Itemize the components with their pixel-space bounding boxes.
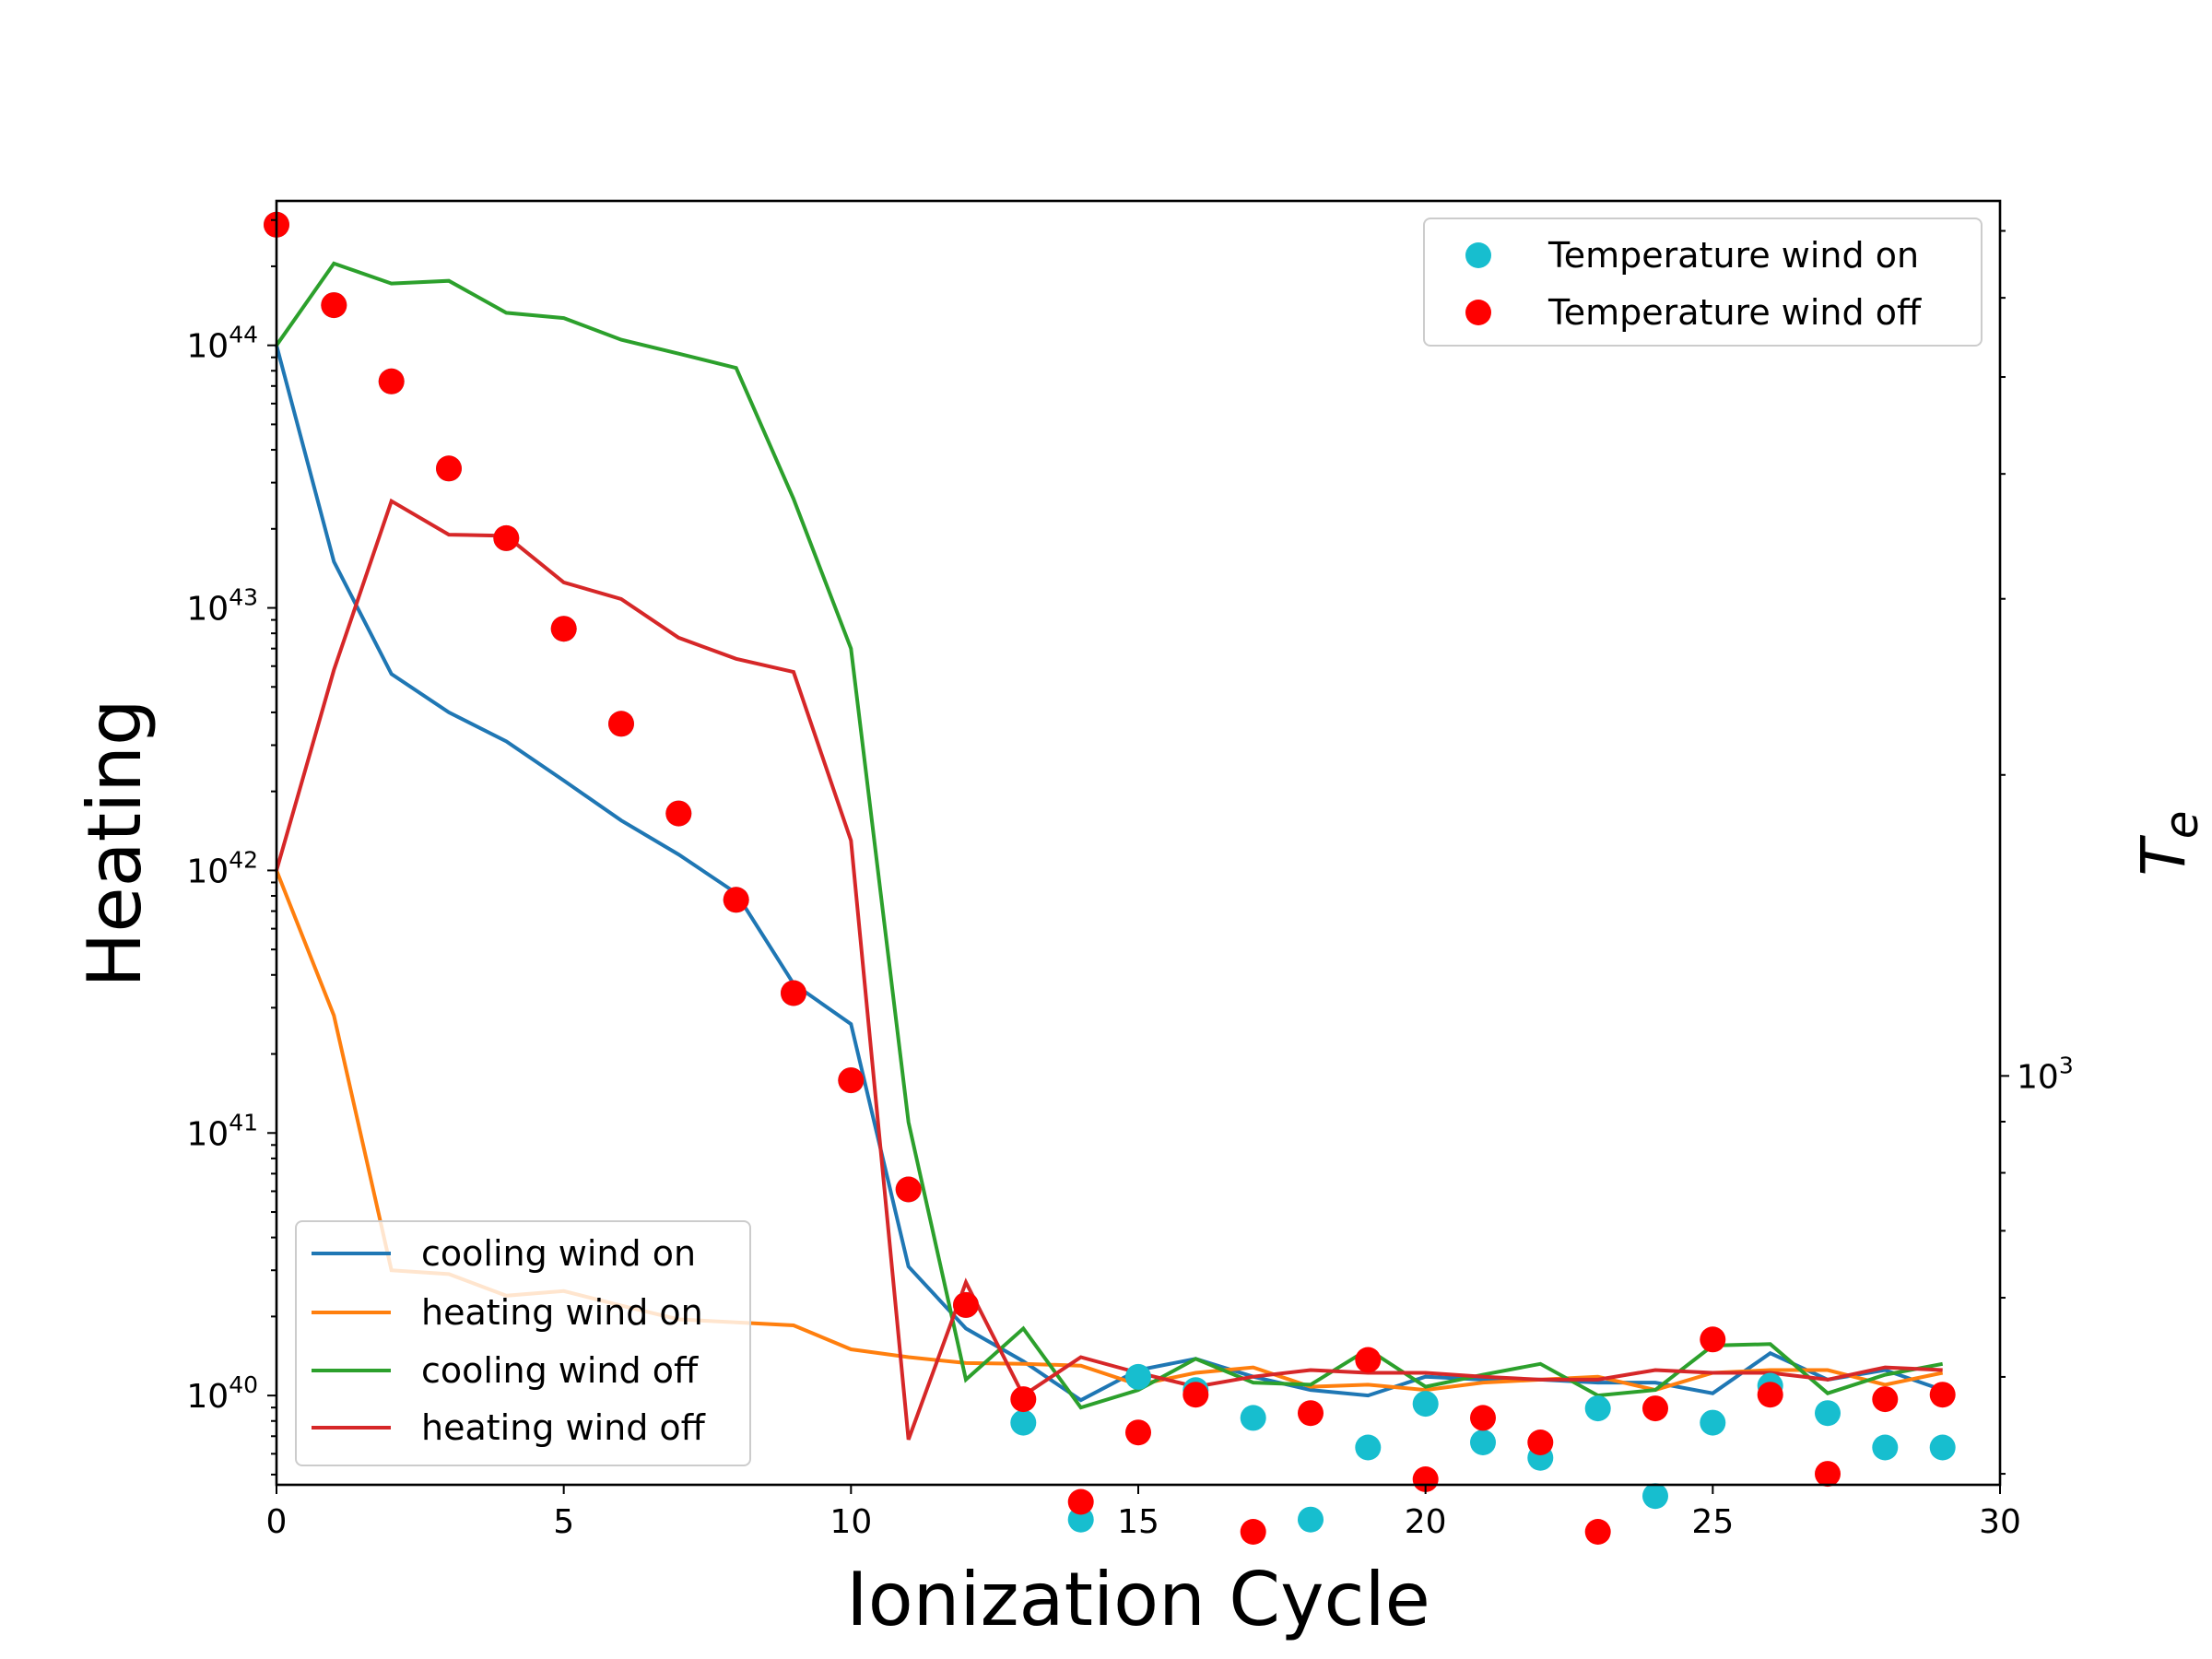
point-temperature-wind-off (1757, 1382, 1783, 1408)
legend-label-cooling-wind-off: cooling wind off (421, 1350, 699, 1391)
point-temperature-wind-off (378, 368, 405, 394)
point-temperature-wind-off (1700, 1326, 1726, 1353)
legend-marker-temperature-wind-on (1465, 242, 1491, 268)
y-tick-label: 1040 (186, 1371, 258, 1416)
point-temperature-wind-on (1125, 1363, 1151, 1390)
series-line-heating-wind-off (275, 498, 1943, 1441)
point-temperature-wind-on (1929, 1434, 1956, 1461)
point-temperature-wind-off (1182, 1382, 1209, 1408)
point-temperature-wind-on (1872, 1434, 1899, 1461)
point-temperature-wind-off (1067, 1488, 1094, 1515)
point-temperature-wind-off (1929, 1382, 1956, 1408)
x-tick-label: 15 (1117, 1503, 1159, 1541)
x-tick-label: 30 (1979, 1503, 2021, 1541)
x-tick-label: 0 (266, 1503, 288, 1541)
point-temperature-wind-on (1642, 1483, 1668, 1510)
point-temperature-wind-on (1240, 1405, 1266, 1431)
legend-marker-temperature-wind-off (1465, 300, 1491, 325)
point-temperature-wind-off (1872, 1386, 1899, 1413)
y-axis-label: Heating (72, 699, 158, 987)
point-temperature-wind-on (1010, 1409, 1037, 1436)
y-tick-label: 1041 (186, 1109, 258, 1153)
point-temperature-wind-on (1355, 1434, 1382, 1461)
point-temperature-wind-off (493, 524, 520, 551)
legend-label-cooling-wind-on: cooling wind on (421, 1233, 696, 1274)
point-temperature-wind-off (1240, 1519, 1266, 1545)
y-tick-label: 1043 (186, 584, 258, 629)
plot-points (264, 211, 1956, 1545)
point-temperature-wind-on (1584, 1395, 1611, 1422)
point-temperature-wind-off (781, 980, 806, 1006)
point-temperature-wind-off (608, 711, 634, 737)
point-temperature-wind-off (1125, 1419, 1151, 1446)
point-temperature-wind-on (1815, 1400, 1841, 1427)
y2-axis-label: Te (2128, 810, 2208, 876)
legend-label-temperature-wind-on: Temperature wind on (1547, 235, 1919, 276)
y2-tick-label: 103 (2017, 1052, 2074, 1096)
point-temperature-wind-on (1067, 1506, 1094, 1533)
legend-label-heating-wind-on: heating wind on (421, 1292, 703, 1333)
y-axis-right: 103 (2000, 229, 2074, 1476)
point-temperature-wind-on (1700, 1409, 1726, 1436)
series-line-cooling-wind-off (275, 261, 1944, 1410)
point-temperature-wind-off (436, 455, 462, 482)
y-tick-label: 1044 (186, 322, 258, 366)
point-temperature-wind-off (665, 800, 692, 827)
x-axis-label: Ionization Cycle (846, 1557, 1430, 1642)
legend-heating: cooling wind on heating wind on cooling … (295, 1220, 751, 1466)
x-tick-label: 20 (1405, 1503, 1447, 1541)
legend-temperature: Temperature wind on Temperature wind off (1423, 218, 1983, 347)
legend-label-temperature-wind-off: Temperature wind off (1547, 292, 1922, 333)
point-temperature-wind-off (1815, 1461, 1841, 1488)
point-temperature-wind-off (953, 1291, 979, 1318)
legend-label-heating-wind-off: heating wind off (421, 1407, 706, 1448)
point-temperature-wind-on (1412, 1391, 1439, 1418)
point-temperature-wind-off (838, 1067, 865, 1094)
point-temperature-wind-off (1584, 1519, 1611, 1545)
point-temperature-wind-off (321, 292, 347, 319)
point-temperature-wind-off (550, 616, 577, 642)
y-axis-left: 1040 1041 1042 1043 1044 (186, 218, 276, 1476)
point-temperature-wind-off (895, 1176, 922, 1203)
point-temperature-wind-off (723, 887, 749, 913)
x-tick-label: 5 (553, 1503, 574, 1541)
point-temperature-wind-off (1527, 1430, 1554, 1455)
point-temperature-wind-off (1355, 1347, 1382, 1373)
point-temperature-wind-off (1642, 1395, 1668, 1422)
point-temperature-wind-on (1470, 1430, 1496, 1455)
x-tick-label: 10 (830, 1503, 872, 1541)
y-tick-label: 1042 (186, 846, 258, 890)
x-tick-label: 25 (1691, 1503, 1734, 1541)
point-temperature-wind-off (1298, 1400, 1324, 1427)
point-temperature-wind-off (1470, 1405, 1496, 1431)
point-temperature-wind-off (1010, 1386, 1037, 1413)
point-temperature-wind-on (1298, 1506, 1324, 1533)
x-axis: 0 5 10 15 20 25 30 (266, 1485, 2021, 1541)
